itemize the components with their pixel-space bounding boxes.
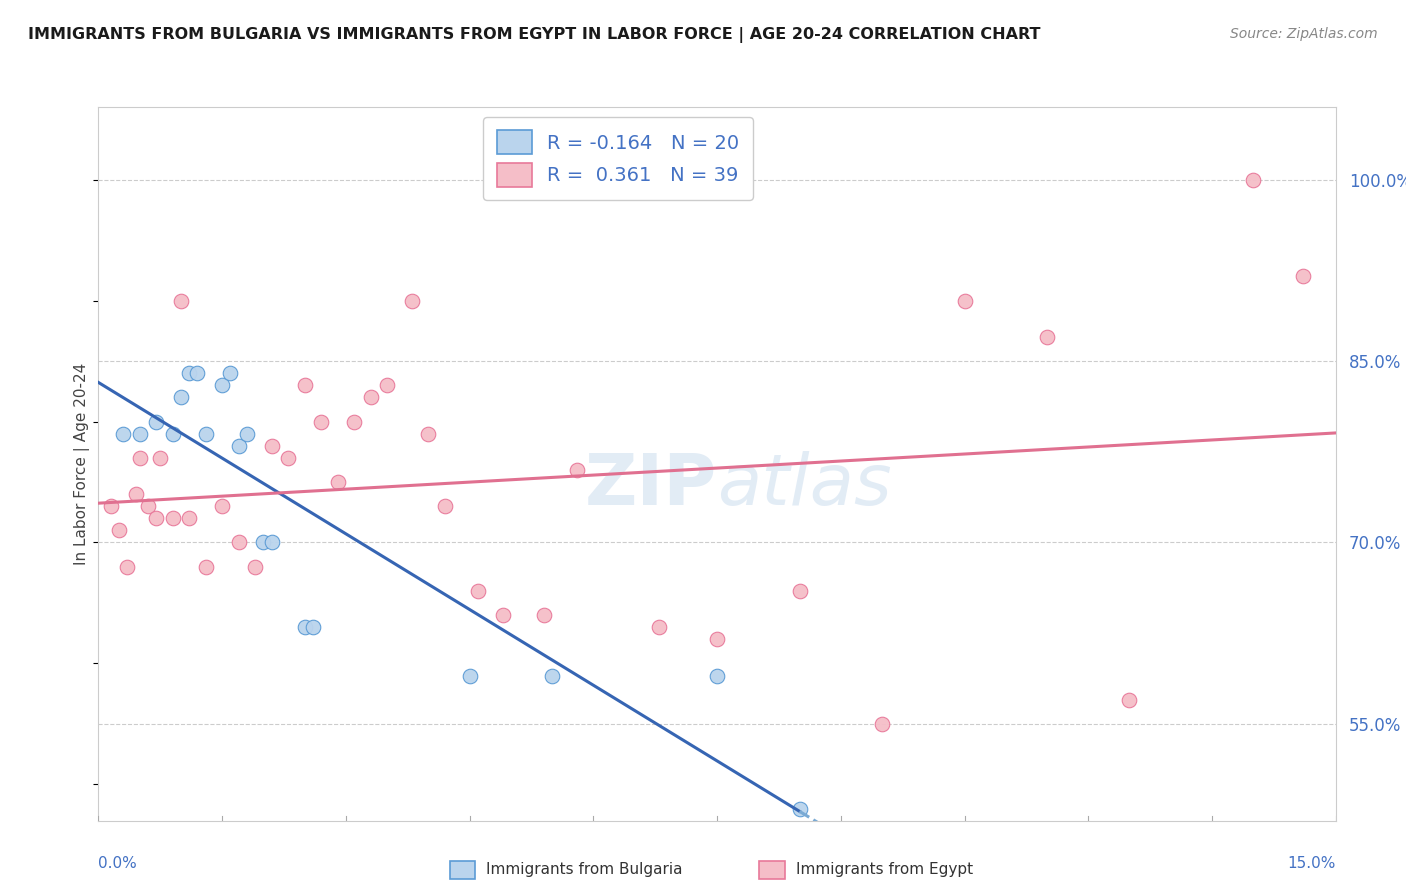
Point [294, 620, 316, 634]
Point [953, 293, 976, 308]
Point [112, 426, 135, 441]
Text: Immigrants from Bulgaria: Immigrants from Bulgaria [486, 863, 683, 877]
Point [145, 415, 167, 429]
Text: Immigrants from Egypt: Immigrants from Egypt [796, 863, 973, 877]
Point [1241, 172, 1264, 186]
Point [128, 426, 150, 441]
Point [128, 450, 150, 465]
Point [162, 426, 184, 441]
Point [228, 439, 250, 453]
Text: 15.0%: 15.0% [1288, 856, 1336, 871]
Point [360, 390, 382, 404]
Point [326, 475, 349, 489]
Text: ZIP: ZIP [585, 450, 717, 520]
Point [533, 607, 555, 622]
Point [706, 632, 728, 647]
Point [277, 450, 299, 465]
Point [294, 378, 316, 392]
Point [565, 463, 588, 477]
Point [136, 499, 159, 513]
Point [179, 366, 201, 380]
Text: atlas: atlas [717, 450, 891, 520]
Point [243, 559, 266, 574]
Point [162, 511, 184, 525]
Point [870, 717, 893, 731]
Point [491, 607, 513, 622]
Point [467, 583, 489, 598]
Point [1292, 269, 1315, 284]
Point [309, 415, 332, 429]
Point [170, 293, 193, 308]
Point [260, 439, 283, 453]
Point [211, 378, 233, 392]
Point [170, 390, 193, 404]
Point [179, 511, 201, 525]
Point [108, 524, 131, 538]
Point [648, 620, 671, 634]
Point [236, 426, 259, 441]
Point [194, 426, 217, 441]
Point [433, 499, 456, 513]
Point [228, 535, 250, 549]
Point [100, 499, 122, 513]
Point [145, 511, 167, 525]
Point [260, 535, 283, 549]
Text: IMMIGRANTS FROM BULGARIA VS IMMIGRANTS FROM EGYPT IN LABOR FORCE | AGE 20-24 COR: IMMIGRANTS FROM BULGARIA VS IMMIGRANTS F… [28, 27, 1040, 43]
Point [1118, 692, 1140, 706]
Text: 0.0%: 0.0% [98, 856, 138, 871]
Point [211, 499, 233, 513]
Point [149, 450, 172, 465]
Text: Source: ZipAtlas.com: Source: ZipAtlas.com [1230, 27, 1378, 41]
Point [252, 535, 274, 549]
Point [458, 668, 481, 682]
Point [375, 378, 398, 392]
Point [418, 426, 440, 441]
Point [302, 620, 325, 634]
Point [706, 668, 728, 682]
Point [789, 801, 811, 815]
Point [124, 487, 146, 501]
Point [343, 415, 366, 429]
Y-axis label: In Labor Force | Age 20-24: In Labor Force | Age 20-24 [75, 363, 90, 565]
Point [117, 559, 139, 574]
Point [186, 366, 208, 380]
Point [1036, 330, 1059, 344]
Point [789, 583, 811, 598]
Legend: R = -0.164   N = 20, R =  0.361   N = 39: R = -0.164 N = 20, R = 0.361 N = 39 [484, 117, 754, 200]
Point [194, 559, 217, 574]
Point [401, 293, 423, 308]
Point [219, 366, 242, 380]
Point [541, 668, 564, 682]
